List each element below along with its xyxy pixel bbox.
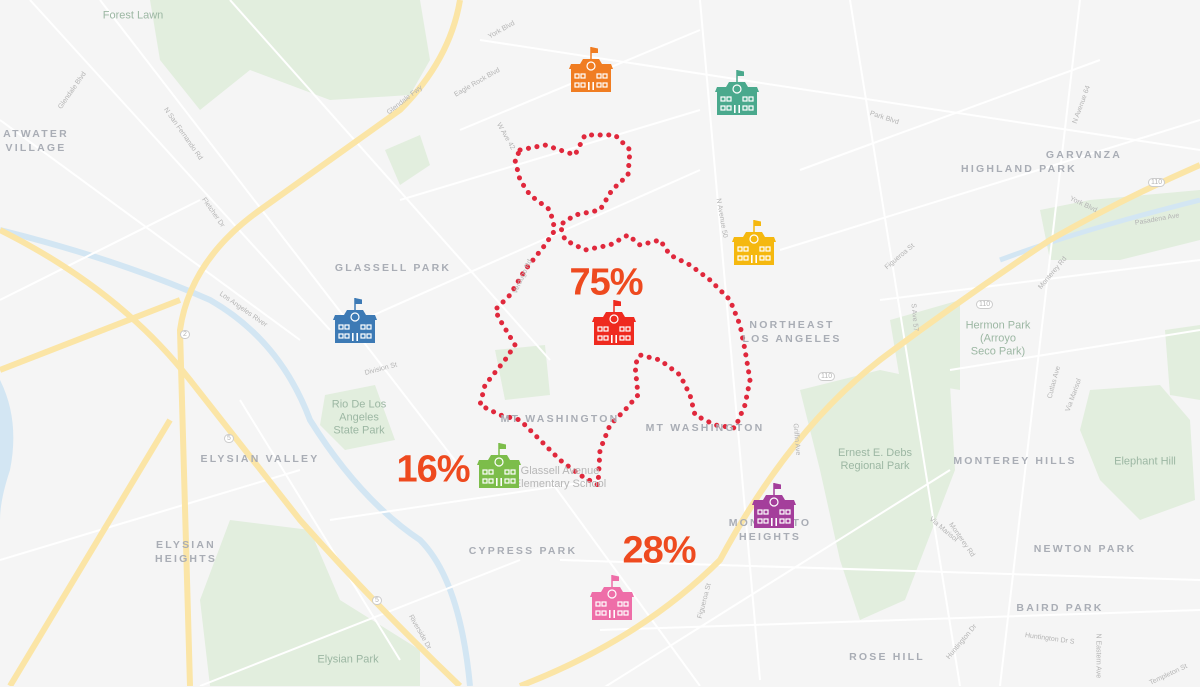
label-garvanza: GARVANZA: [1045, 149, 1123, 161]
school-icon[interactable]: [568, 45, 614, 95]
label-glassell-park: GLASSELL PARK: [334, 262, 452, 274]
poi-glassell-avenue-elementary[interactable]: Glassell Avenue Elementary School: [513, 465, 607, 490]
poi-forest-lawn[interactable]: Forest Lawn: [102, 9, 164, 22]
school-icon[interactable]: [332, 296, 378, 346]
percentage-label-75: 75%: [569, 261, 643, 304]
highway-shield: 110: [818, 372, 836, 381]
label-highland-park: HIGHLAND PARK: [961, 163, 1077, 175]
parks: [150, 0, 1200, 686]
poi-elysian-park[interactable]: Elysian Park: [317, 653, 379, 666]
poi-elephant-hill[interactable]: Elephant Hill: [1114, 455, 1176, 468]
highway-shield: 110: [1148, 178, 1166, 187]
street-label: N Eastern Ave: [1094, 633, 1102, 679]
poi-hermon-park[interactable]: Hermon Park (Arroyo Seco Park): [965, 319, 1031, 358]
highway-shield: 5: [372, 596, 382, 605]
school-icon[interactable]: [714, 68, 760, 118]
label-monterey-hills: MONTEREY HILLS: [953, 455, 1077, 467]
label-rose-hill: ROSE HILL: [849, 651, 925, 663]
percentage-label-28: 28%: [622, 529, 696, 572]
highway-shield: 2: [180, 330, 190, 339]
label-northeast-los-angeles: NORTHEAST LOS ANGELES: [742, 319, 842, 345]
los-angeles-river: [0, 227, 473, 686]
district-boundary[interactable]: [477, 132, 753, 490]
reservoir: [0, 380, 14, 520]
arroyo-seco: [999, 197, 1200, 263]
school-icon[interactable]: [589, 573, 635, 623]
highway-shield: 5: [224, 434, 234, 443]
label-cypress-park: CYPRESS PARK: [468, 545, 578, 557]
label-atwater-village: ATWATER VILLAGE: [3, 128, 69, 154]
poi-rio-de-los-angeles-state-park[interactable]: Rio De Los Angeles State Park: [331, 398, 387, 437]
poi-ernest-e-debs-regional-park[interactable]: Ernest E. Debs Regional Park: [838, 447, 912, 472]
label-elysian-heights: ELYSIAN HEIGHTS: [154, 539, 218, 565]
label-elysian-valley: ELYSIAN VALLEY: [200, 453, 320, 465]
school-icon[interactable]: [591, 298, 637, 348]
school-icon[interactable]: [751, 481, 797, 531]
highway-shield: 110: [976, 300, 994, 309]
school-icon[interactable]: [731, 218, 777, 268]
school-icon[interactable]: [476, 441, 522, 491]
label-newton-park: NEWTON PARK: [1033, 543, 1137, 555]
label-baird-park: BAIRD PARK: [1016, 602, 1104, 614]
percentage-label-16: 16%: [396, 448, 470, 491]
label-mt-washington: MT WASHINGTON: [645, 422, 765, 434]
label-mt-washington-west: MT WASHINGTON: [500, 413, 620, 425]
